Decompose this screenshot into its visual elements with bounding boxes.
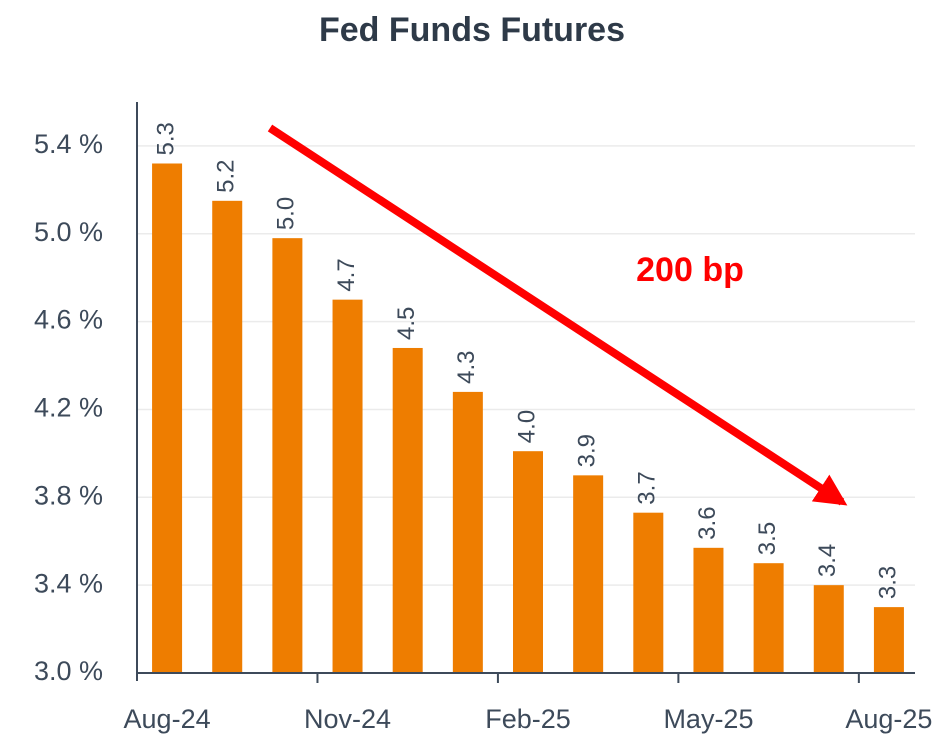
value-label: 5.0 [273, 197, 300, 230]
value-label: 4.0 [513, 410, 540, 443]
annotation: 200 bp [636, 251, 744, 289]
bar [212, 200, 243, 674]
value-label: 5.3 [152, 122, 179, 155]
bar [693, 547, 724, 673]
bar [573, 475, 604, 673]
bar [272, 238, 303, 673]
value-label: 3.6 [694, 506, 721, 539]
x-tick-label: Aug-25 [845, 704, 932, 734]
y-tick-label: 3.0 % [34, 656, 103, 686]
x-tick-label: Aug-24 [124, 704, 211, 734]
x-tick-label: Feb-25 [485, 704, 571, 734]
bar [813, 585, 844, 673]
value-label: 3.9 [573, 434, 600, 467]
bar [452, 391, 483, 673]
x-tick-label: Nov-24 [304, 704, 391, 734]
bar [392, 347, 423, 673]
bar [633, 512, 664, 673]
x-tick-label: May-25 [663, 704, 753, 734]
value-label: 3.7 [634, 471, 661, 504]
bar [332, 299, 363, 673]
y-tick-label: 3.8 % [34, 480, 103, 510]
y-tick-label: 5.4 % [34, 129, 103, 159]
bar [152, 163, 183, 673]
bar [513, 451, 543, 673]
chart-title: Fed Funds Futures [319, 11, 625, 49]
y-tick-label: 5.0 % [34, 217, 103, 247]
y-tick-label: 4.6 % [34, 305, 103, 335]
value-label: 3.3 [874, 566, 901, 599]
value-label: 5.2 [213, 159, 240, 192]
y-tick-label: 4.2 % [34, 393, 103, 423]
value-label: 4.7 [333, 258, 360, 291]
value-label: 3.4 [814, 544, 841, 577]
bar [873, 607, 904, 673]
value-label: 3.5 [754, 522, 781, 555]
value-label: 4.3 [453, 351, 480, 384]
arrow [267, 124, 848, 506]
bar [753, 563, 784, 673]
value-label: 4.5 [393, 307, 420, 340]
y-tick-label: 3.4 % [34, 568, 103, 598]
